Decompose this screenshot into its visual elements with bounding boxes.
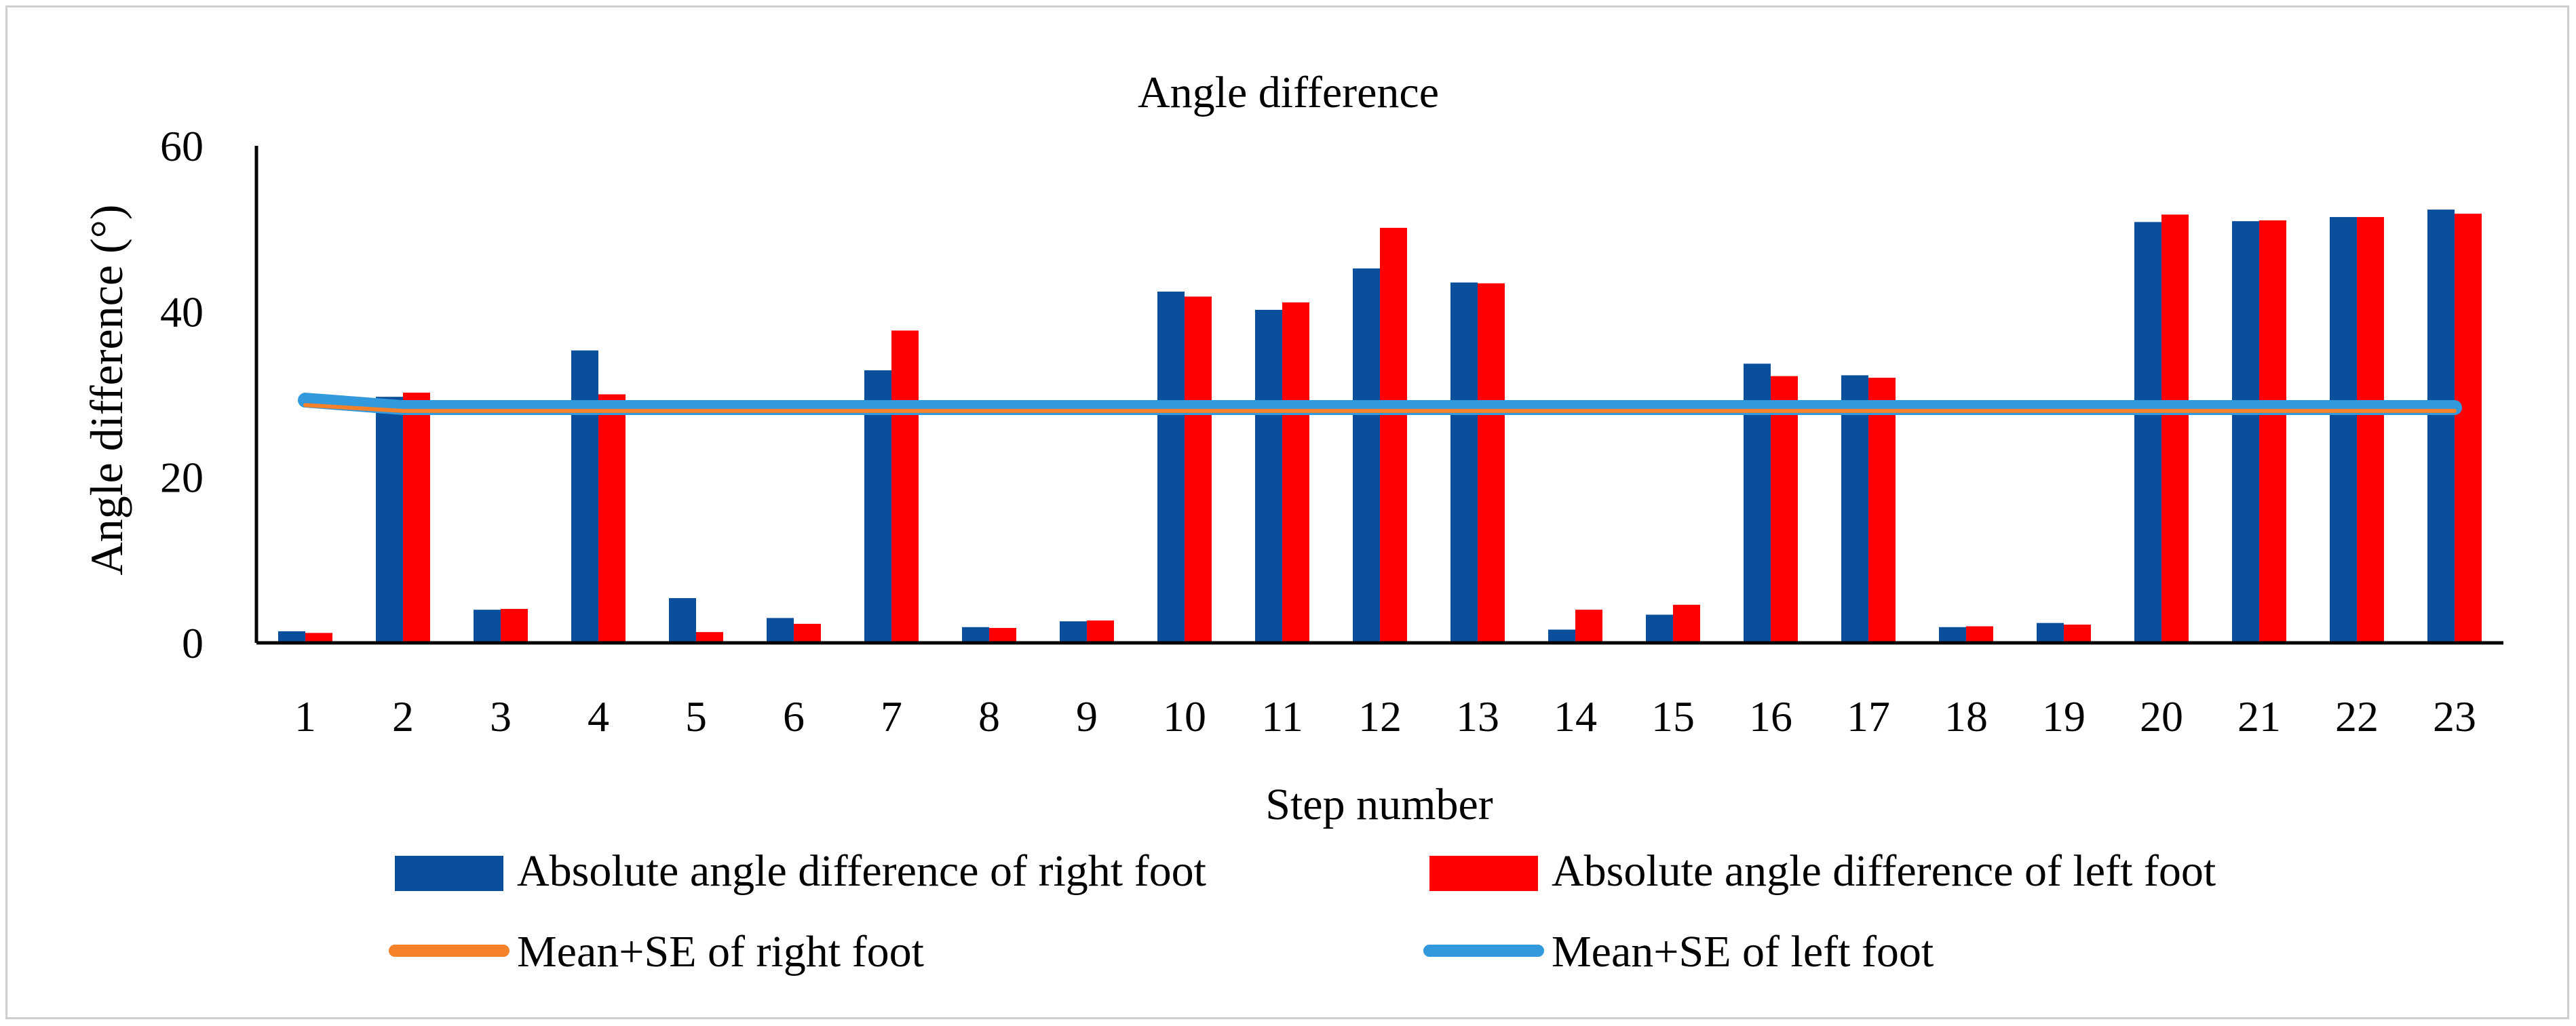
x-tick-label-9: 9 [1076, 692, 1098, 741]
bar-left-foot-step-7 [891, 330, 919, 643]
bar-left-foot-step-15 [1673, 604, 1700, 643]
bar-left-foot-step-12 [1380, 227, 1407, 643]
x-tick-label-4: 4 [588, 692, 609, 741]
bar-left-foot-step-6 [794, 623, 821, 643]
y-tick-label-60: 60 [160, 122, 204, 170]
bar-right-foot-step-22 [2330, 217, 2357, 643]
bar-left-foot-step-19 [2064, 625, 2091, 643]
x-tick-label-6: 6 [783, 692, 805, 741]
x-tick-label-16: 16 [1749, 692, 1792, 741]
bar-left-foot-step-18 [1966, 626, 1993, 643]
lines-group [298, 393, 2462, 416]
bar-right-foot-step-14 [1548, 629, 1575, 643]
line-mean-se-right-foot [303, 403, 2457, 413]
legend-label-left-foot: Absolute angle difference of left foot [1552, 846, 2216, 896]
x-tick-label-7: 7 [881, 692, 902, 741]
bar-left-foot-step-22 [2357, 217, 2384, 643]
chart-title: Angle difference [1138, 68, 1439, 117]
bar-right-foot-step-2 [376, 397, 403, 643]
y-tick-label-40: 40 [160, 288, 204, 336]
bar-left-foot-step-21 [2259, 220, 2286, 643]
x-tick-label-8: 8 [978, 692, 1000, 741]
bar-right-foot-step-20 [2134, 222, 2161, 644]
bar-left-foot-step-14 [1575, 610, 1602, 643]
bar-right-foot-step-5 [669, 598, 696, 643]
legend: Absolute angle difference of right foot … [389, 846, 2216, 976]
bar-right-foot-step-10 [1157, 292, 1185, 644]
line-mean-se-left-foot [298, 393, 2462, 416]
legend-label-right-foot: Absolute angle difference of right foot [517, 846, 1206, 896]
bar-left-foot-step-1 [305, 633, 332, 643]
x-tick-label-22: 22 [2335, 692, 2379, 741]
bar-left-foot-step-5 [696, 632, 723, 643]
bar-right-foot-step-21 [2232, 221, 2259, 644]
x-tick-label-15: 15 [1651, 692, 1695, 741]
y-tick-label-20: 20 [160, 454, 204, 502]
axes-group [254, 146, 2503, 645]
x-tick-label-21: 21 [2237, 692, 2281, 741]
bar-right-foot-step-13 [1450, 282, 1478, 643]
bar-right-foot-step-17 [1841, 375, 1868, 643]
x-axis-label: Step number [1265, 780, 1493, 829]
bar-left-foot-step-13 [1478, 283, 1505, 644]
bar-right-foot-step-1 [278, 631, 305, 643]
x-tick-label-18: 18 [1944, 692, 1988, 741]
y-ticks-group: 0 20 40 60 [160, 122, 204, 667]
bar-left-foot-step-10 [1185, 296, 1212, 643]
x-ticks-group: 1 2 3 4 5 6 7 8 9 10 11 12 13 14 15 16 17 18 19 20 21 22 23 [294, 692, 2476, 741]
legend-swatch-left-foot [1429, 856, 1538, 891]
x-tick-label-10: 10 [1163, 692, 1206, 741]
x-tick-label-13: 13 [1456, 692, 1499, 741]
x-tick-label-1: 1 [294, 692, 316, 741]
legend-label-right-mean: Mean+SE of right foot [517, 927, 924, 976]
bar-left-foot-step-16 [1771, 376, 1798, 643]
bars-group [278, 210, 2482, 644]
legend-label-left-mean: Mean+SE of left foot [1552, 927, 1934, 976]
y-tick-label-0: 0 [182, 619, 204, 667]
bar-left-foot-step-17 [1868, 378, 1896, 643]
bar-right-foot-step-4 [571, 350, 598, 643]
bar-left-foot-step-8 [989, 628, 1016, 643]
x-tick-label-20: 20 [2140, 692, 2183, 741]
bar-right-foot-step-18 [1939, 627, 1966, 643]
x-tick-label-12: 12 [1358, 692, 1402, 741]
x-tick-label-11: 11 [1261, 692, 1303, 741]
bar-right-foot-step-6 [767, 618, 794, 643]
bar-left-foot-step-4 [598, 394, 626, 643]
bar-left-foot-step-20 [2161, 214, 2189, 644]
bar-left-foot-step-11 [1282, 302, 1309, 643]
legend-swatch-right-foot [395, 856, 503, 891]
bar-left-foot-step-23 [2455, 214, 2482, 644]
bar-right-foot-step-12 [1353, 268, 1380, 644]
y-axis-label: Angle difference (°) [81, 205, 132, 576]
bar-left-foot-step-3 [501, 608, 528, 643]
bar-right-foot-step-3 [474, 610, 501, 643]
bar-right-foot-step-9 [1060, 621, 1087, 643]
x-tick-label-19: 19 [2042, 692, 2085, 741]
x-tick-label-23: 23 [2433, 692, 2476, 741]
bar-right-foot-step-15 [1646, 614, 1673, 643]
bar-left-foot-step-2 [403, 393, 430, 643]
x-tick-label-17: 17 [1847, 692, 1890, 741]
x-tick-label-3: 3 [490, 692, 512, 741]
x-tick-label-2: 2 [392, 692, 414, 741]
x-tick-label-5: 5 [685, 692, 707, 741]
bar-right-foot-step-7 [864, 370, 891, 643]
bar-left-foot-step-9 [1087, 620, 1114, 643]
bar-right-foot-step-23 [2427, 210, 2455, 643]
bar-right-foot-step-19 [2037, 623, 2064, 643]
x-tick-label-14: 14 [1554, 692, 1597, 741]
bar-right-foot-step-11 [1255, 309, 1282, 643]
bar-right-foot-step-8 [962, 627, 989, 643]
